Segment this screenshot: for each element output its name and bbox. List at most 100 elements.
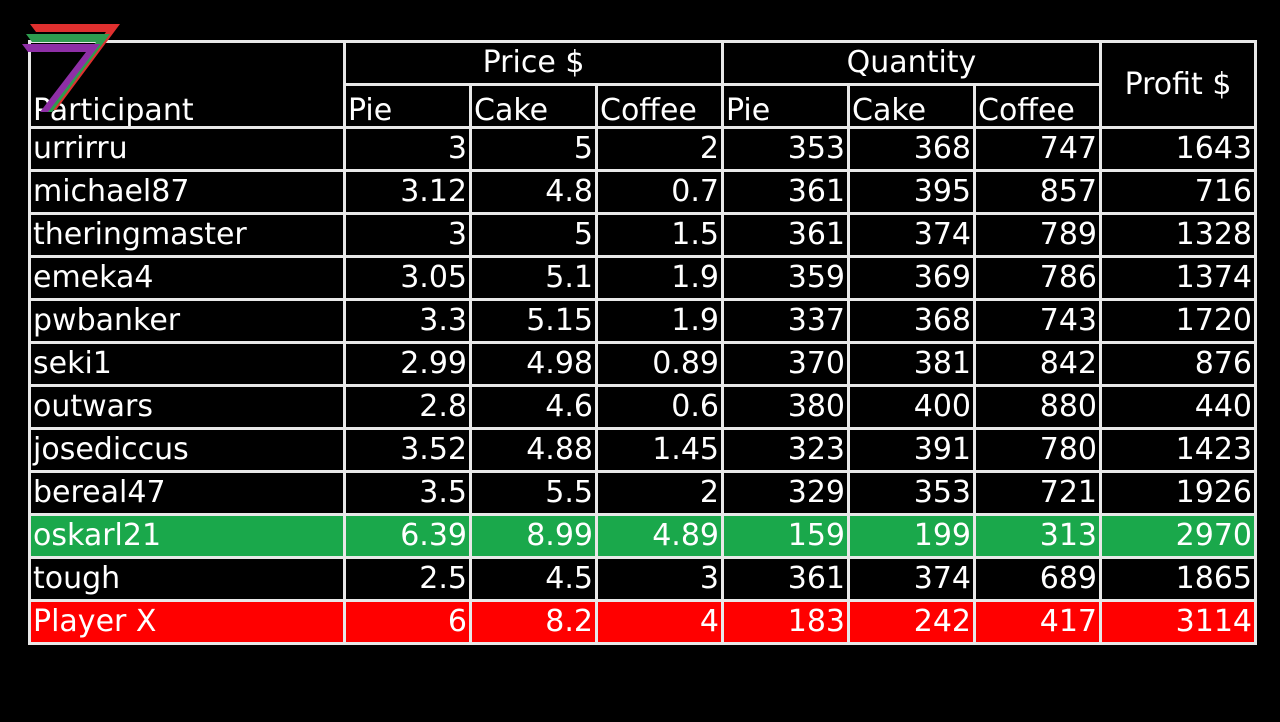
quantity-pie-header: Pie bbox=[721, 83, 850, 129]
price-pie-cell: 2.8 bbox=[343, 384, 472, 430]
price-cake-cell: 5 bbox=[469, 212, 598, 258]
profit-cell: 1865 bbox=[1099, 556, 1257, 602]
quantity-cake-cell: 199 bbox=[847, 513, 976, 559]
quantity-coffee-cell: 721 bbox=[973, 470, 1102, 516]
price-cake-cell: 4.88 bbox=[469, 427, 598, 473]
profit-cell: 1926 bbox=[1099, 470, 1257, 516]
participant-cell: michael87 bbox=[28, 169, 346, 215]
price-pie-cell: 3.3 bbox=[343, 298, 472, 344]
price-coffee-cell: 1.9 bbox=[595, 298, 724, 344]
table-row: josediccus 3.52 4.88 1.45 323 391 780 1423 bbox=[28, 427, 1257, 473]
price-coffee-header: Coffee bbox=[595, 83, 724, 129]
table-row: Player X 6 8.2 4 183 242 417 3114 bbox=[28, 599, 1257, 645]
quantity-coffee-cell: 842 bbox=[973, 341, 1102, 387]
table-row: tough 2.5 4.5 3 361 374 689 1865 bbox=[28, 556, 1257, 602]
price-coffee-cell: 4 bbox=[595, 599, 724, 645]
price-pie-cell: 3.5 bbox=[343, 470, 472, 516]
price-pie-cell: 2.99 bbox=[343, 341, 472, 387]
quantity-cake-cell: 395 bbox=[847, 169, 976, 215]
quantity-group-header: Quantity bbox=[721, 40, 1102, 86]
participant-cell: seki1 bbox=[28, 341, 346, 387]
profit-header: Profit $ bbox=[1099, 40, 1257, 129]
price-cake-cell: 4.98 bbox=[469, 341, 598, 387]
price-cake-cell: 8.2 bbox=[469, 599, 598, 645]
quantity-cake-cell: 368 bbox=[847, 126, 976, 172]
price-pie-cell: 2.5 bbox=[343, 556, 472, 602]
price-pie-cell: 3 bbox=[343, 126, 472, 172]
table-row: oskarl21 6.39 8.99 4.89 159 199 313 2970 bbox=[28, 513, 1257, 559]
header-row-columns: Pie Cake Coffee Pie Cake Coffee bbox=[30, 83, 1256, 129]
quantity-pie-cell: 353 bbox=[721, 126, 850, 172]
price-cake-cell: 4.5 bbox=[469, 556, 598, 602]
price-coffee-cell: 0.6 bbox=[595, 384, 724, 430]
profit-cell: 3114 bbox=[1099, 599, 1257, 645]
quantity-pie-cell: 361 bbox=[721, 212, 850, 258]
quantity-pie-cell: 361 bbox=[721, 169, 850, 215]
table-row: michael87 3.12 4.8 0.7 361 395 857 716 bbox=[28, 169, 1257, 215]
quantity-coffee-cell: 313 bbox=[973, 513, 1102, 559]
price-coffee-cell: 0.7 bbox=[595, 169, 724, 215]
price-pie-header: Pie bbox=[343, 83, 472, 129]
participant-cell: Player X bbox=[28, 599, 346, 645]
price-coffee-cell: 1.9 bbox=[595, 255, 724, 301]
profit-cell: 1374 bbox=[1099, 255, 1257, 301]
quantity-coffee-cell: 780 bbox=[973, 427, 1102, 473]
profit-cell: 1643 bbox=[1099, 126, 1257, 172]
price-cake-cell: 4.6 bbox=[469, 384, 598, 430]
participant-cell: theringmaster bbox=[28, 212, 346, 258]
quantity-cake-cell: 400 bbox=[847, 384, 976, 430]
profit-cell: 716 bbox=[1099, 169, 1257, 215]
table-row: emeka4 3.05 5.1 1.9 359 369 786 1374 bbox=[28, 255, 1257, 301]
quantity-coffee-cell: 789 bbox=[973, 212, 1102, 258]
quantity-pie-cell: 359 bbox=[721, 255, 850, 301]
profit-cell: 440 bbox=[1099, 384, 1257, 430]
price-pie-cell: 3.12 bbox=[343, 169, 472, 215]
participant-cell: tough bbox=[28, 556, 346, 602]
price-cake-cell: 8.99 bbox=[469, 513, 598, 559]
participant-cell: oskarl21 bbox=[28, 513, 346, 559]
participant-cell: bereal47 bbox=[28, 470, 346, 516]
quantity-cake-cell: 353 bbox=[847, 470, 976, 516]
price-cake-cell: 5.5 bbox=[469, 470, 598, 516]
quantity-cake-cell: 242 bbox=[847, 599, 976, 645]
table-row: theringmaster 3 5 1.5 361 374 789 1328 bbox=[28, 212, 1257, 258]
profit-cell: 1720 bbox=[1099, 298, 1257, 344]
quantity-cake-cell: 374 bbox=[847, 212, 976, 258]
quantity-cake-header: Cake bbox=[847, 83, 976, 129]
price-pie-cell: 6 bbox=[343, 599, 472, 645]
quantity-cake-cell: 381 bbox=[847, 341, 976, 387]
quantity-coffee-cell: 689 bbox=[973, 556, 1102, 602]
header-row-groups: Participant Price $ Quantity Profit $ bbox=[28, 40, 1257, 129]
price-pie-cell: 3 bbox=[343, 212, 472, 258]
price-cake-header: Cake bbox=[469, 83, 598, 129]
price-coffee-cell: 2 bbox=[595, 126, 724, 172]
table-row: bereal47 3.5 5.5 2 329 353 721 1926 bbox=[28, 470, 1257, 516]
price-cake-cell: 4.8 bbox=[469, 169, 598, 215]
table-row: pwbanker 3.3 5.15 1.9 337 368 743 1720 bbox=[28, 298, 1257, 344]
quantity-cake-cell: 391 bbox=[847, 427, 976, 473]
quantity-cake-cell: 369 bbox=[847, 255, 976, 301]
results-body: urrirru 3 5 2 353 368 747 1643 michael87 3.12 4.8 0… bbox=[28, 126, 1257, 645]
profit-cell: 876 bbox=[1099, 341, 1257, 387]
profit-cell: 1423 bbox=[1099, 427, 1257, 473]
quantity-pie-cell: 370 bbox=[721, 341, 850, 387]
quantity-coffee-cell: 857 bbox=[973, 169, 1102, 215]
price-pie-cell: 3.05 bbox=[343, 255, 472, 301]
profit-cell: 1328 bbox=[1099, 212, 1257, 258]
price-coffee-cell: 3 bbox=[595, 556, 724, 602]
price-coffee-cell: 1.45 bbox=[595, 427, 724, 473]
price-coffee-cell: 2 bbox=[595, 470, 724, 516]
price-cake-cell: 5.15 bbox=[469, 298, 598, 344]
quantity-cake-cell: 374 bbox=[847, 556, 976, 602]
quantity-coffee-cell: 747 bbox=[973, 126, 1102, 172]
quantity-pie-cell: 159 bbox=[721, 513, 850, 559]
quantity-pie-cell: 183 bbox=[721, 599, 850, 645]
participant-cell: emeka4 bbox=[28, 255, 346, 301]
results-table: Participant Price $ Quantity Profit $ Pi… bbox=[28, 40, 1257, 645]
profit-cell: 2970 bbox=[1099, 513, 1257, 559]
quantity-pie-cell: 329 bbox=[721, 470, 850, 516]
price-cake-cell: 5 bbox=[469, 126, 598, 172]
price-pie-cell: 6.39 bbox=[343, 513, 472, 559]
table-row: outwars 2.8 4.6 0.6 380 400 880 440 bbox=[28, 384, 1257, 430]
quantity-coffee-cell: 743 bbox=[973, 298, 1102, 344]
